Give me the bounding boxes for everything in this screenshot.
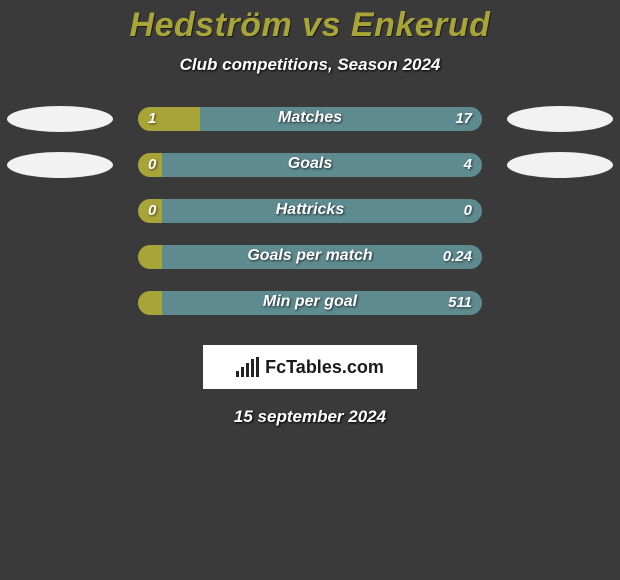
date-label: 15 september 2024 (234, 407, 386, 427)
stat-row: 00Hattricks (0, 199, 620, 223)
stat-bar: 511Min per goal (138, 291, 482, 315)
player-oval-right (507, 152, 613, 178)
player-oval-right (507, 106, 613, 132)
stat-label: Matches (138, 109, 482, 127)
player-oval-left (7, 152, 113, 178)
stat-row: 511Min per goal (0, 291, 620, 315)
stat-row: 117Matches (0, 107, 620, 131)
stat-bar: 0.24Goals per match (138, 245, 482, 269)
stat-row: 0.24Goals per match (0, 245, 620, 269)
stat-label: Goals (138, 155, 482, 173)
stat-label: Hattricks (138, 201, 482, 219)
branding-label: FcTables.com (265, 357, 384, 378)
stat-bar: 00Hattricks (138, 199, 482, 223)
stats-list: 117Matches 04Goals 00Hattricks 0.24Goals pe… (0, 107, 620, 337)
stat-label: Goals per match (138, 247, 482, 265)
player-oval-left (7, 106, 113, 132)
infographic-container: Hedström vs Enkerud Club competitions, S… (0, 0, 620, 427)
stat-row: 04Goals (0, 153, 620, 177)
stat-bar: 117Matches (138, 107, 482, 131)
stat-bar: 04Goals (138, 153, 482, 177)
branding-box: FcTables.com (203, 345, 417, 389)
page-title: Hedström vs Enkerud (130, 6, 491, 45)
page-subtitle: Club competitions, Season 2024 (180, 55, 441, 75)
stat-label: Min per goal (138, 293, 482, 311)
logo-chart-icon (236, 357, 259, 377)
